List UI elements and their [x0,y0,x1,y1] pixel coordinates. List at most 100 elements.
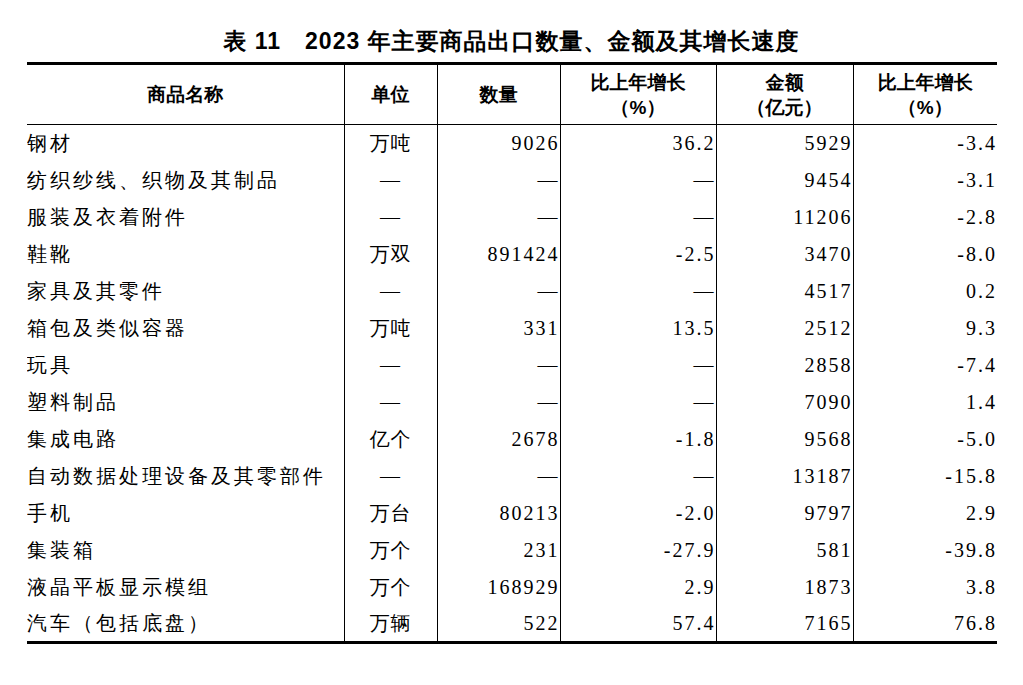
cell-quantity-growth: — [560,458,716,495]
cell-commodity-name: 纺织纱线、织物及其制品 [27,162,344,199]
cell-commodity-name: 玩具 [27,347,344,384]
column-header-amount-growth-line1: 比上年增长 [854,70,998,95]
cell-unit: — [344,458,437,495]
cell-quantity: — [437,273,560,310]
cell-amount: 7090 [716,384,853,421]
cell-commodity-name: 手机 [27,495,344,532]
cell-amount-growth: 1.4 [853,384,997,421]
column-header-amount-line2: （亿元） [717,95,853,120]
cell-commodity-name: 自动数据处理设备及其零部件 [27,458,344,495]
cell-amount-growth: 76.8 [853,606,997,643]
cell-quantity-growth: -2.5 [560,236,716,273]
cell-quantity: — [437,384,560,421]
cell-unit: 万个 [344,569,437,606]
column-header-quantity-growth-line2: （%） [561,95,716,120]
cell-unit: 万个 [344,532,437,569]
cell-unit: — [344,273,437,310]
cell-quantity: 168929 [437,569,560,606]
cell-quantity: — [437,199,560,236]
table-row: 鞋靴 万双 891424 -2.5 3470 -8.0 [27,236,997,273]
cell-quantity: 9026 [437,125,560,162]
column-header-unit: 单位 [344,64,437,125]
column-header-quantity-growth: 比上年增长 （%） [560,64,716,125]
cell-quantity: 80213 [437,495,560,532]
cell-commodity-name: 汽车（包括底盘） [27,606,344,643]
table-title: 表 11 2023 年主要商品出口数量、金额及其增长速度 [0,29,1023,53]
table-row: 纺织纱线、织物及其制品 — — — 9454 -3.1 [27,162,997,199]
cell-quantity-growth: -2.0 [560,495,716,532]
cell-amount-growth: -3.4 [853,125,997,162]
cell-amount-growth: -8.0 [853,236,997,273]
cell-unit: — [344,199,437,236]
cell-quantity-growth: 36.2 [560,125,716,162]
cell-quantity-growth: 13.5 [560,310,716,347]
cell-amount-growth: -7.4 [853,347,997,384]
cell-commodity-name: 鞋靴 [27,236,344,273]
cell-unit: — [344,384,437,421]
cell-commodity-name: 钢材 [27,125,344,162]
cell-quantity: 2678 [437,421,560,458]
cell-quantity-growth: 57.4 [560,606,716,643]
cell-amount: 9454 [716,162,853,199]
cell-commodity-name: 家具及其零件 [27,273,344,310]
cell-amount-growth: 2.9 [853,495,997,532]
column-header-amount: 金额 （亿元） [716,64,853,125]
cell-amount-growth: 0.2 [853,273,997,310]
cell-amount-growth: -39.8 [853,532,997,569]
cell-quantity-growth: — [560,162,716,199]
table-row: 箱包及类似容器 万吨 331 13.5 2512 9.3 [27,310,997,347]
cell-unit: 万辆 [344,606,437,643]
export-commodities-table: 商品名称 单位 数量 比上年增长 （%） 金额 （亿元） 比上年增长 （%） 钢… [27,62,997,644]
table-row: 集装箱 万个 231 -27.9 581 -39.8 [27,532,997,569]
cell-quantity-growth: 2.9 [560,569,716,606]
table-row: 钢材 万吨 9026 36.2 5929 -3.4 [27,125,997,162]
column-header-amount-line1: 金额 [717,70,853,95]
cell-unit: — [344,162,437,199]
cell-commodity-name: 集装箱 [27,532,344,569]
cell-quantity: — [437,162,560,199]
table-row: 集成电路 亿个 2678 -1.8 9568 -5.0 [27,421,997,458]
cell-commodity-name: 塑料制品 [27,384,344,421]
table-row: 液晶平板显示模组 万个 168929 2.9 1873 3.8 [27,569,997,606]
table-row: 手机 万台 80213 -2.0 9797 2.9 [27,495,997,532]
table-row: 服装及衣着附件 — — — 11206 -2.8 [27,199,997,236]
cell-amount-growth: -2.8 [853,199,997,236]
column-header-quantity: 数量 [437,64,560,125]
cell-amount: 11206 [716,199,853,236]
cell-amount: 2512 [716,310,853,347]
cell-unit: 万台 [344,495,437,532]
cell-quantity-growth: -27.9 [560,532,716,569]
cell-amount: 5929 [716,125,853,162]
cell-amount: 1873 [716,569,853,606]
cell-quantity-growth: — [560,273,716,310]
cell-amount: 7165 [716,606,853,643]
cell-commodity-name: 液晶平板显示模组 [27,569,344,606]
cell-amount: 581 [716,532,853,569]
cell-quantity: — [437,458,560,495]
table-row: 汽车（包括底盘） 万辆 522 57.4 7165 76.8 [27,606,997,643]
cell-unit: 万吨 [344,310,437,347]
cell-commodity-name: 服装及衣着附件 [27,199,344,236]
cell-amount: 13187 [716,458,853,495]
column-header-amount-growth-line2: （%） [854,95,998,120]
cell-unit: 万吨 [344,125,437,162]
header-row: 商品名称 单位 数量 比上年增长 （%） 金额 （亿元） 比上年增长 （%） [27,64,997,125]
cell-amount-growth: -15.8 [853,458,997,495]
cell-commodity-name: 箱包及类似容器 [27,310,344,347]
cell-amount-growth: -3.1 [853,162,997,199]
cell-commodity-name: 集成电路 [27,421,344,458]
cell-quantity-growth: — [560,199,716,236]
cell-amount-growth: -5.0 [853,421,997,458]
cell-unit: 万双 [344,236,437,273]
cell-quantity-growth: -1.8 [560,421,716,458]
column-header-amount-growth: 比上年增长 （%） [853,64,997,125]
table-row: 玩具 — — — 2858 -7.4 [27,347,997,384]
table-row: 自动数据处理设备及其零部件 — — — 13187 -15.8 [27,458,997,495]
cell-amount: 9797 [716,495,853,532]
cell-quantity: 231 [437,532,560,569]
cell-unit: 亿个 [344,421,437,458]
cell-unit: — [344,347,437,384]
cell-quantity: 331 [437,310,560,347]
column-header-quantity-growth-line1: 比上年增长 [561,70,716,95]
cell-amount-growth: 9.3 [853,310,997,347]
